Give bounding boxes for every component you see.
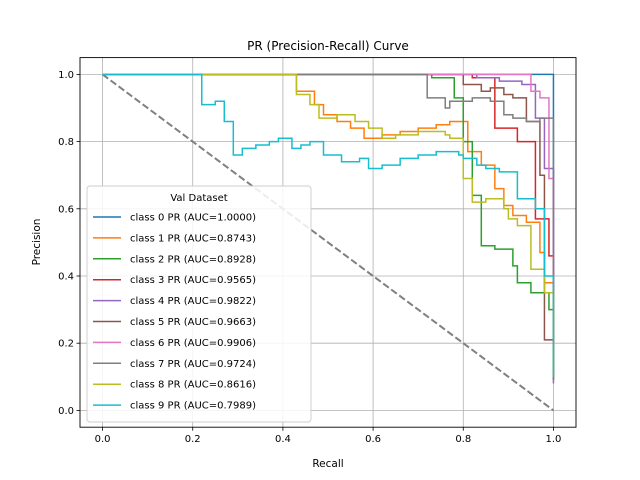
legend-label-class-7: class 7 PR (AUC=0.9724) — [130, 359, 256, 370]
x-tick-label: 0.6 — [365, 434, 381, 445]
legend-title: Val Dataset — [170, 193, 227, 204]
y-tick-label: 0.6 — [58, 204, 74, 215]
series-line-class-7 — [102, 73, 555, 381]
series-line-class-9 — [102, 73, 555, 377]
series-line-class-8 — [102, 73, 555, 377]
legend-label-class-0: class 0 PR (AUC=1.0000) — [130, 213, 256, 224]
x-axis-title: Recall — [312, 458, 343, 470]
chart-title: PR (Precision-Recall) Curve — [247, 39, 409, 53]
legend-label-class-8: class 8 PR (AUC=0.8616) — [130, 380, 256, 391]
series-line-class-5 — [102, 73, 555, 377]
x-tick-label: 0.0 — [95, 434, 111, 445]
legend: Val Dataset class 0 PR (AUC=1.0000)class… — [86, 185, 312, 423]
series-line-class-6 — [102, 73, 555, 377]
legend-label-class-6: class 6 PR (AUC=0.9906) — [130, 338, 256, 349]
baseline-diagonal — [101, 73, 555, 412]
legend-box — [86, 185, 312, 423]
legend-label-class-2: class 2 PR (AUC=0.8928) — [130, 254, 256, 265]
y-axis-title: Precision — [31, 219, 43, 266]
plot-frame — [79, 57, 577, 428]
axis-ticks: 0.0 0.2 0.4 0.6 0.8 1.0 0.0 0.2 0.4 0.6 0.8 1.0 — [58, 70, 561, 445]
y-tick-label: 0.4 — [58, 272, 74, 283]
y-tick-label: 0.2 — [58, 339, 74, 350]
series-line-class-3 — [102, 73, 555, 377]
y-tick-label: 0.0 — [58, 406, 74, 417]
legend-label-class-5: class 5 PR (AUC=0.9663) — [130, 317, 256, 328]
x-tick-label: 0.8 — [455, 434, 471, 445]
series-line-class-4 — [102, 73, 555, 384]
y-tick-label: 0.8 — [58, 137, 74, 148]
series-line-class-2 — [102, 73, 555, 377]
x-tick-label: 0.2 — [185, 434, 201, 445]
series-layer — [102, 73, 555, 384]
baseline-layer — [101, 73, 555, 412]
legend-label-class-1: class 1 PR (AUC=0.8743) — [130, 233, 256, 244]
legend-label-class-3: class 3 PR (AUC=0.9565) — [130, 275, 256, 286]
x-tick-label: 1.0 — [546, 434, 562, 445]
x-tick-label: 0.4 — [275, 434, 291, 445]
y-tick-label: 1.0 — [58, 70, 74, 81]
legend-entries: class 0 PR (AUC=1.0000) class 1 PR (AUC=0… — [93, 213, 256, 412]
legend-label-class-9: class 9 PR (AUC=0.7989) — [130, 401, 256, 412]
legend-label-class-4: class 4 PR (AUC=0.9822) — [130, 296, 256, 307]
series-line-class-1 — [102, 73, 555, 381]
